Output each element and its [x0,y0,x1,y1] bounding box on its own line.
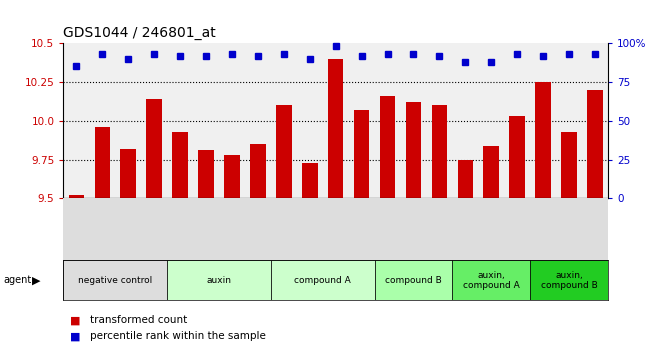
Text: transformed count: transformed count [90,315,188,325]
Bar [484,146,499,198]
Bar [172,132,188,198]
Text: negative control: negative control [78,276,152,285]
Text: compound B: compound B [385,276,442,285]
Bar [452,260,530,300]
Bar [120,149,136,198]
Text: auxin,
compound A: auxin, compound A [463,270,520,290]
Bar [146,99,162,198]
Text: compound A: compound A [295,276,351,285]
Bar [63,260,167,300]
Bar [432,105,447,198]
Bar [379,96,395,198]
Text: ▶: ▶ [32,275,41,285]
Bar [405,102,422,198]
Text: ■: ■ [70,332,81,341]
Bar [276,105,292,198]
Bar [587,90,603,198]
Bar [250,144,266,198]
Bar [458,159,473,198]
Bar [530,260,608,300]
Bar [375,260,452,300]
Bar [224,155,240,198]
Bar [271,260,375,300]
Text: auxin: auxin [206,276,232,285]
Text: ■: ■ [70,315,81,325]
Bar [561,132,576,198]
Bar [69,195,84,198]
Text: percentile rank within the sample: percentile rank within the sample [90,332,266,341]
Bar [328,59,343,198]
Text: GDS1044 / 246801_at: GDS1044 / 246801_at [63,26,216,40]
Bar [302,162,317,198]
Bar [510,116,525,198]
Bar [198,150,214,198]
Bar [167,260,271,300]
Bar [354,110,369,198]
Bar [535,82,551,198]
Bar [95,127,110,198]
Text: auxin,
compound B: auxin, compound B [540,270,597,290]
Text: agent: agent [3,275,31,285]
